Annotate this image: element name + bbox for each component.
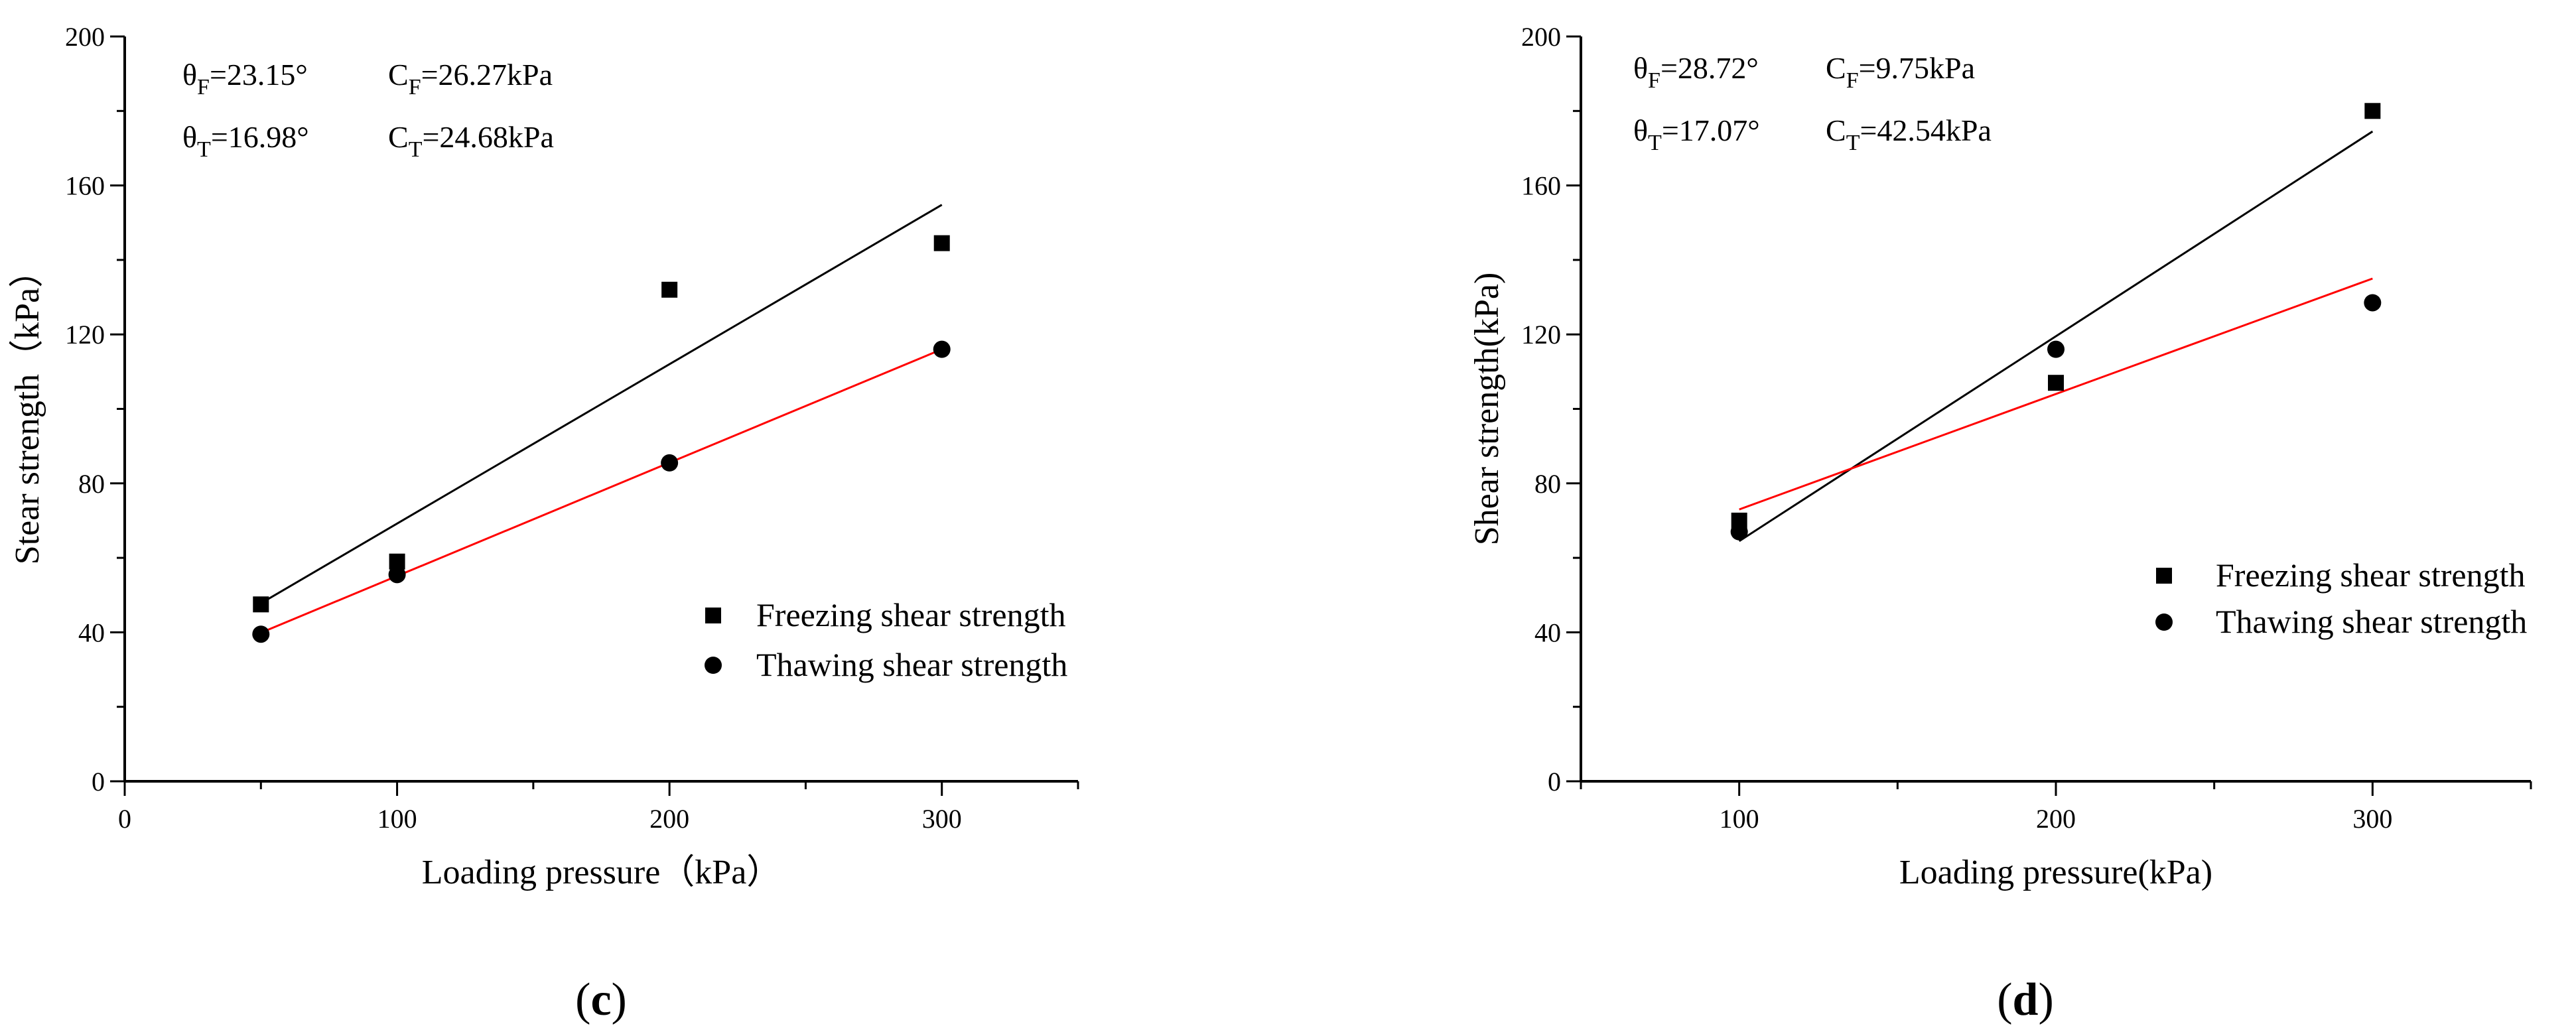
data-point-freezing xyxy=(933,235,950,251)
y-tick-label: 40 xyxy=(1534,617,1561,647)
panel-label-letter: d xyxy=(2013,974,2039,1025)
annotation-theta: θF=28.72° xyxy=(1633,51,1759,93)
y-tick-label: 120 xyxy=(65,320,105,350)
legend-marker-thawing xyxy=(705,657,722,674)
annotation-subscript: T xyxy=(409,137,423,162)
chart-panel-c: 0 100 200 300 0 40 80 120 160 200 Loading pressure… xyxy=(9,22,1079,1025)
annotation-text: =26.27kPa xyxy=(421,58,553,92)
data-point-thawing xyxy=(933,340,951,358)
data-point-thawing xyxy=(661,454,679,472)
panel-label-letter: c xyxy=(590,974,611,1025)
annotation-cohesion: CT=24.68kPa xyxy=(388,120,554,162)
legend-marker-thawing xyxy=(2155,613,2173,631)
y-tick-label: 120 xyxy=(1521,320,1561,350)
annotation-text: =16.98° xyxy=(211,120,309,154)
y-tick-label: 80 xyxy=(1534,469,1561,499)
panel-label: (d) xyxy=(1997,974,2054,1025)
panel-label-paren: ) xyxy=(612,974,627,1025)
x-axis-label: Loading pressure（kPa） xyxy=(422,854,781,891)
fit-line-freezing xyxy=(260,204,943,604)
y-tick-label: 80 xyxy=(78,469,105,499)
data-point-freezing xyxy=(2364,103,2381,119)
annotation-text: C xyxy=(1826,113,1846,147)
annotation-subscript: T xyxy=(1648,131,1662,155)
data-point-freezing xyxy=(253,596,269,613)
annotation-cohesion: CT=42.54kPa xyxy=(1826,113,1992,155)
x-tick-label: 100 xyxy=(377,804,417,834)
annotation-text: θ xyxy=(182,58,197,92)
panel-label-paren: ( xyxy=(575,974,590,1025)
annotation-text: C xyxy=(388,120,409,154)
annotation-subscript: F xyxy=(197,75,210,99)
annotation-text: =17.07° xyxy=(1662,113,1760,147)
annotation-theta: θT=17.07° xyxy=(1633,113,1760,155)
legend: Freezing shear strength Thawing shear str… xyxy=(705,596,1067,683)
annotation-subscript: F xyxy=(1846,68,1859,93)
annotation-subscript: T xyxy=(197,137,211,162)
annotation-text: θ xyxy=(1633,113,1648,147)
annotation-subscript: F xyxy=(409,75,421,99)
panel-label-paren: ( xyxy=(1997,974,2012,1025)
legend: Freezing shear strength Thawing shear str… xyxy=(2155,556,2527,640)
annotation-subscript: F xyxy=(1648,68,1661,93)
legend-label: Thawing shear strength xyxy=(756,646,1067,683)
data-point-thawing xyxy=(2047,340,2065,358)
annotation-theta: θF=23.15° xyxy=(182,58,308,99)
y-tick-label: 0 xyxy=(92,767,105,797)
x-axis-label: Loading pressure(kPa) xyxy=(1899,854,2212,891)
fit-line-thawing xyxy=(260,348,943,634)
fit-line-thawing xyxy=(1739,277,2373,511)
legend-label: Thawing shear strength xyxy=(2216,603,2527,640)
y-tick-label: 160 xyxy=(65,171,105,201)
annotation-text: C xyxy=(1826,51,1846,85)
x-tick-label: 300 xyxy=(922,804,962,834)
annotation-text: =23.15° xyxy=(210,58,308,92)
y-tick-label: 200 xyxy=(65,22,105,52)
legend-label: Freezing shear strength xyxy=(756,596,1066,633)
y-tick-label: 160 xyxy=(1521,171,1561,201)
data-point-freezing xyxy=(661,281,678,298)
legend-label: Freezing shear strength xyxy=(2216,556,2526,594)
annotation-text: =24.68kPa xyxy=(422,120,553,154)
x-tick-label: 200 xyxy=(2036,804,2076,834)
annotation-cohesion: CF=26.27kPa xyxy=(388,58,553,99)
panel-label: (c) xyxy=(575,974,627,1025)
annotation-text: =9.75kPa xyxy=(1859,51,1975,85)
y-axis-label: Stear strength（kPa） xyxy=(9,253,46,564)
y-tick-label: 200 xyxy=(1521,22,1561,52)
data-point-freezing xyxy=(2048,375,2064,391)
data-point-thawing xyxy=(252,625,270,643)
fit-line-freezing xyxy=(1738,130,2374,543)
legend-marker-freezing xyxy=(705,608,721,623)
y-tick-label: 40 xyxy=(78,617,105,647)
annotation-theta: θT=16.98° xyxy=(182,120,309,162)
x-tick-label: 0 xyxy=(118,804,131,834)
data-point-thawing xyxy=(2364,294,2382,312)
data-point-thawing xyxy=(1730,523,1748,541)
y-axis-label: Shear strength(kPa) xyxy=(1468,273,1506,546)
x-tick-label: 300 xyxy=(2352,804,2392,834)
data-point-thawing xyxy=(388,566,406,584)
x-tick-label: 200 xyxy=(649,804,689,834)
y-tick-label: 0 xyxy=(1548,767,1561,797)
annotation-text: θ xyxy=(1633,51,1648,85)
annotation-text: =28.72° xyxy=(1661,51,1759,85)
annotation-subscript: T xyxy=(1846,131,1860,155)
annotation-text: =42.54kPa xyxy=(1860,113,1991,147)
annotation-text: C xyxy=(388,58,409,92)
annotation-text: θ xyxy=(182,120,197,154)
annotation-cohesion: CF=9.75kPa xyxy=(1826,51,1975,93)
chart-panel-d: 100 200 300 0 40 80 120 160 200 Loading pressure(… xyxy=(1468,22,2532,1025)
legend-marker-freezing xyxy=(2156,568,2172,584)
x-tick-label: 100 xyxy=(1720,804,1759,834)
panel-label-paren: ) xyxy=(2038,974,2053,1025)
